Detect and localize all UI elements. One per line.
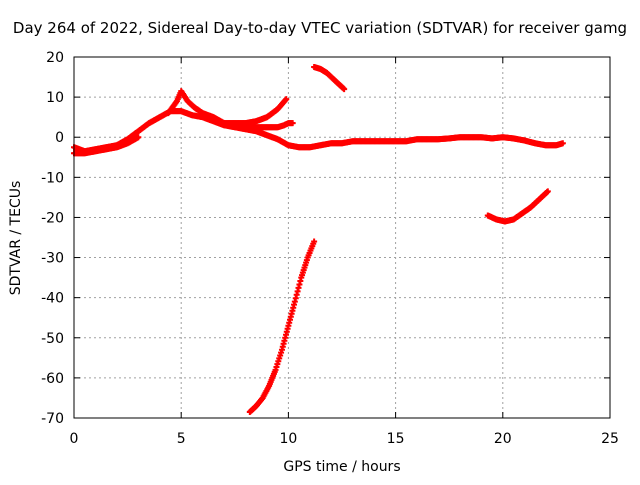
y-tick-label: -50 — [41, 331, 64, 347]
data-layer — [71, 64, 566, 415]
y-tick-label: 20 — [46, 50, 64, 66]
data-point — [311, 238, 318, 245]
series-curve-19-22h — [484, 188, 551, 225]
y-tick-label: -20 — [41, 210, 64, 226]
plot-frame — [73, 56, 611, 419]
x-tick-label: 0 — [70, 431, 79, 447]
y-tick-label: -30 — [41, 251, 64, 267]
y-tick-label: -10 — [41, 170, 64, 186]
grid-layer — [74, 57, 610, 418]
y-tick-label: 10 — [46, 90, 64, 106]
series-branch-low — [71, 134, 142, 157]
data-point — [341, 86, 348, 93]
series-spike-5h — [165, 88, 228, 127]
x-tick-label: 10 — [279, 431, 297, 447]
y-tick-label: 0 — [55, 130, 64, 146]
y-tick-label: -60 — [41, 371, 64, 387]
series-main-band — [71, 108, 566, 155]
data-point — [283, 96, 290, 103]
x-tick-label: 20 — [494, 431, 512, 447]
series-rise-9h — [221, 96, 290, 127]
x-tick-label: 15 — [387, 431, 405, 447]
series-branch-10h — [242, 120, 296, 131]
y-tick-label: -40 — [41, 291, 64, 307]
x-tick-label: 25 — [601, 431, 619, 447]
chart-title: Day 264 of 2022, Sidereal Day-to-day VTE… — [13, 19, 627, 37]
x-axis-label: GPS time / hours — [283, 459, 400, 475]
series-arc-11h — [311, 64, 348, 93]
ticks-layer: 0 5 10 15 20 25 20 10 0 -10 -20 -30 -40 -50 -60 -70 — [41, 50, 619, 447]
y-tick-label: -70 — [41, 411, 64, 427]
data-point — [544, 188, 551, 195]
x-tick-label: 5 — [177, 431, 186, 447]
data-point — [135, 134, 142, 141]
data-point — [289, 120, 296, 127]
data-point — [559, 140, 566, 147]
series-plunge-8-11h — [246, 238, 318, 415]
y-axis-label: SDTVAR / TECUs — [8, 181, 24, 296]
